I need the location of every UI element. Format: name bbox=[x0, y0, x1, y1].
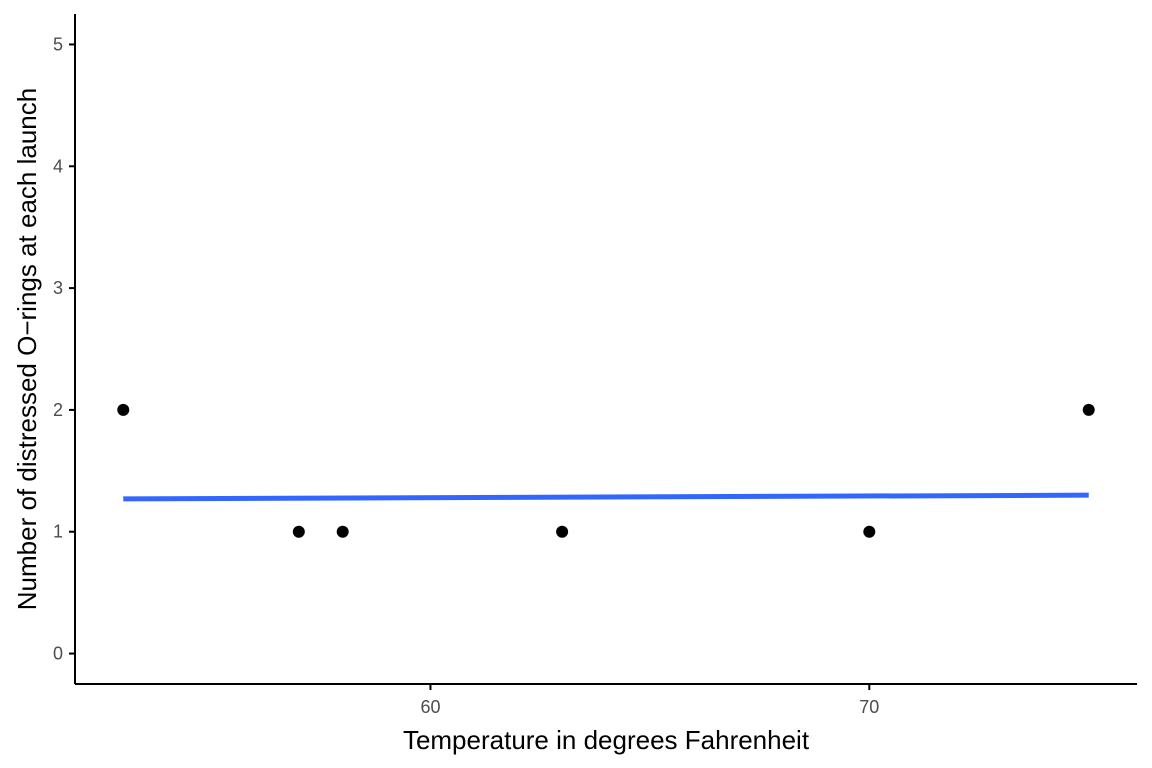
axes: 0 1 2 3 4 5 60 70 bbox=[53, 14, 1137, 717]
y-axis-ticks: 0 1 2 3 4 5 bbox=[53, 34, 75, 664]
y-tick-label: 3 bbox=[53, 278, 63, 298]
data-point bbox=[336, 525, 349, 538]
y-tick-label: 4 bbox=[53, 156, 63, 176]
x-tick-label: 60 bbox=[420, 697, 440, 717]
x-axis-title: Temperature in degrees Fahrenheit bbox=[403, 725, 810, 755]
data-point bbox=[1082, 403, 1095, 416]
data-point bbox=[863, 525, 876, 538]
y-tick-label: 5 bbox=[53, 34, 63, 54]
y-tick-label: 2 bbox=[53, 400, 63, 420]
data-point bbox=[556, 525, 569, 538]
y-tick-label: 1 bbox=[53, 522, 63, 542]
trend-line bbox=[123, 492, 1089, 502]
data-point bbox=[117, 403, 130, 416]
y-axis-title: Number of distressed O−rings at each lau… bbox=[12, 88, 42, 610]
x-axis-ticks: 60 70 bbox=[420, 684, 879, 717]
plot-area bbox=[117, 403, 1095, 538]
data-point bbox=[292, 525, 305, 538]
x-tick-label: 70 bbox=[859, 697, 879, 717]
y-tick-label: 0 bbox=[53, 644, 63, 664]
